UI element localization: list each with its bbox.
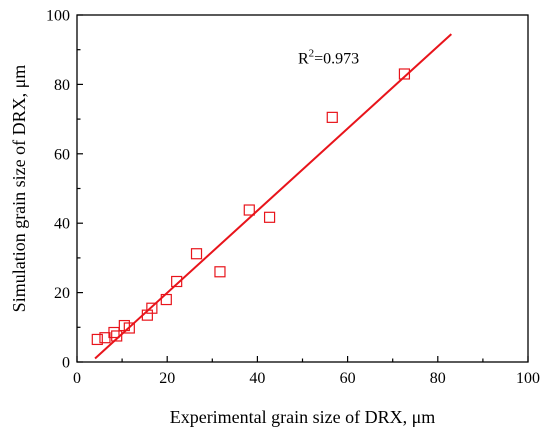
data-point	[326, 111, 338, 123]
r-squared-annotation: R2=0.973	[298, 48, 359, 68]
data-point	[146, 302, 158, 314]
x-tick-label: 20	[159, 370, 175, 387]
r-squared-prefix: R	[298, 51, 309, 68]
x-tick-label: 100	[516, 370, 540, 387]
y-tick-label: 40	[54, 216, 70, 233]
x-tick-label: 60	[340, 370, 356, 387]
y-axis-label: Simulation grain size of DRX, μm	[9, 65, 29, 313]
data-point	[214, 266, 226, 278]
data-point	[263, 211, 276, 223]
data-points	[91, 68, 411, 346]
x-tick-label: 0	[73, 370, 81, 387]
data-point	[108, 326, 120, 339]
y-tick-label: 20	[54, 285, 70, 302]
x-axis-label: Experimental grain size of DRX, μm	[170, 407, 436, 427]
data-point	[160, 293, 172, 306]
data-point	[171, 275, 183, 288]
y-tick-label: 0	[62, 355, 70, 372]
y-tick-label: 100	[46, 8, 70, 25]
plot-frame	[76, 14, 529, 363]
fit-line	[94, 33, 453, 360]
x-tick-label: 80	[430, 370, 446, 387]
data-point	[190, 248, 203, 260]
fit-line-layer	[94, 33, 453, 360]
data-point	[123, 322, 135, 334]
data-point	[111, 330, 123, 342]
x-tick-label: 40	[249, 370, 265, 387]
data-point	[91, 333, 103, 346]
data-point	[243, 204, 255, 216]
y-tick-label: 60	[54, 146, 70, 163]
y-tick-label: 80	[54, 77, 70, 94]
r-squared-superscript: 2	[309, 48, 315, 60]
r-squared-value: =0.973	[314, 51, 359, 68]
data-point	[398, 68, 411, 80]
